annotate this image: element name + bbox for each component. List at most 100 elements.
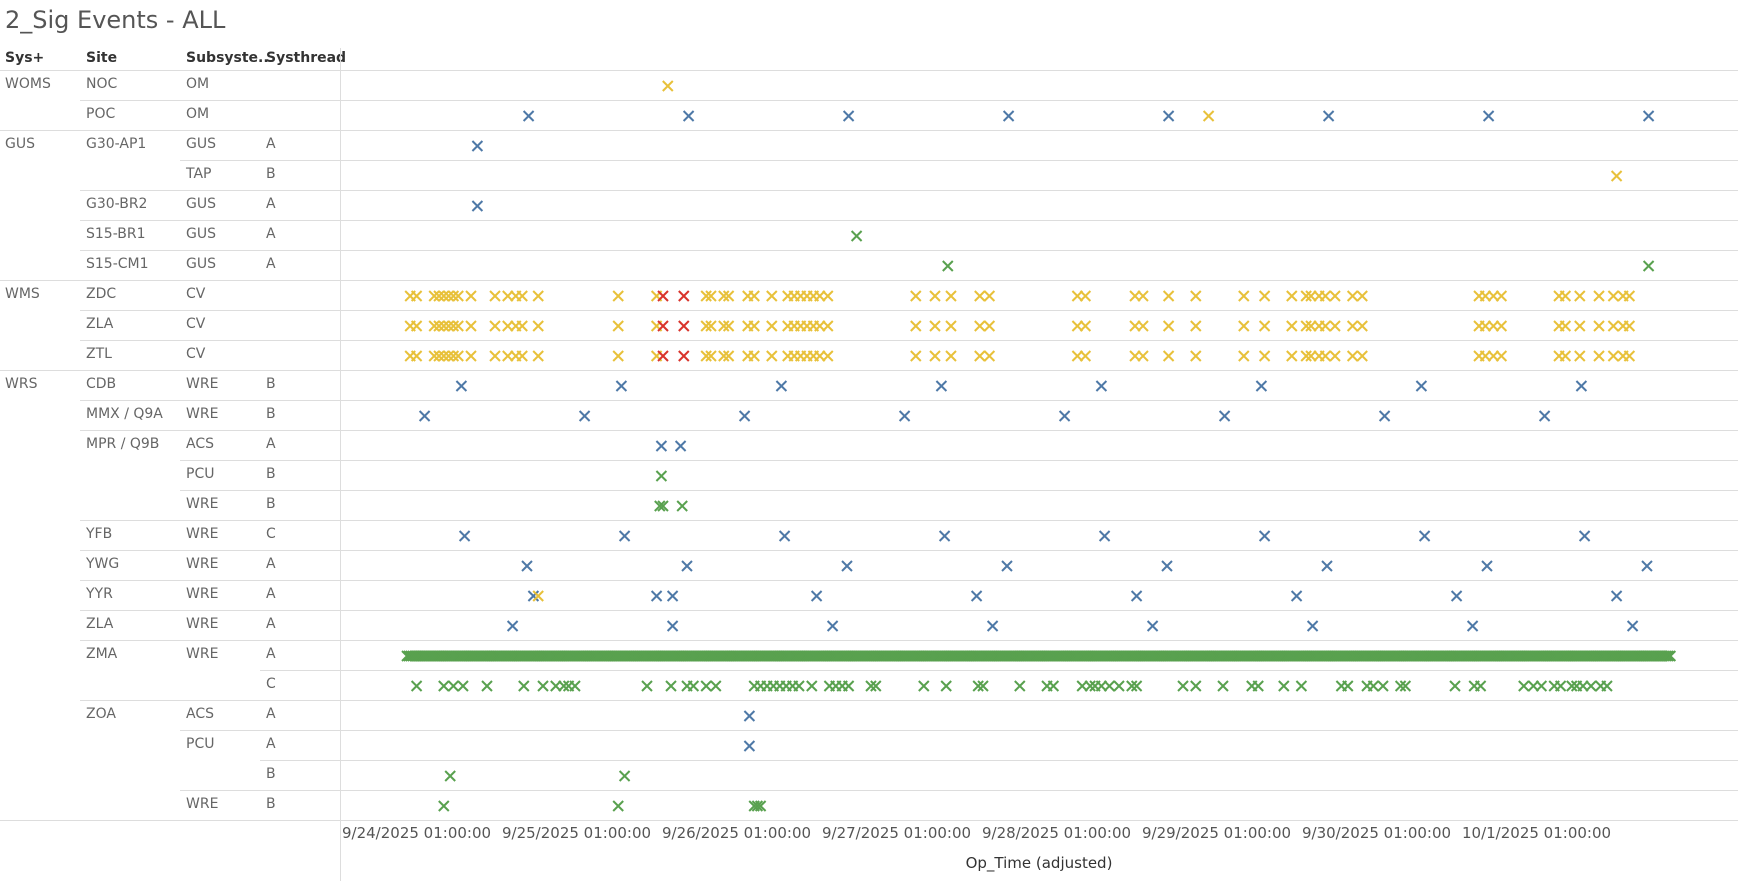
data-point[interactable] bbox=[766, 320, 778, 332]
data-point[interactable] bbox=[1047, 680, 1060, 692]
data-point[interactable] bbox=[929, 320, 941, 332]
data-point[interactable] bbox=[940, 680, 952, 692]
data-point[interactable] bbox=[850, 230, 863, 242]
data-point[interactable] bbox=[532, 290, 544, 302]
data-point[interactable] bbox=[1607, 290, 1620, 302]
data-point[interactable] bbox=[1238, 350, 1250, 362]
data-point[interactable] bbox=[1162, 290, 1175, 302]
data-point[interactable] bbox=[705, 320, 717, 332]
data-point[interactable] bbox=[682, 110, 695, 122]
data-point[interactable] bbox=[410, 680, 423, 692]
data-point[interactable] bbox=[1394, 680, 1407, 692]
data-point[interactable] bbox=[977, 680, 989, 692]
data-point[interactable] bbox=[1346, 350, 1359, 362]
data-point[interactable] bbox=[1623, 350, 1636, 362]
data-point[interactable] bbox=[1482, 110, 1495, 122]
data-point[interactable] bbox=[521, 560, 533, 572]
data-point[interactable] bbox=[718, 290, 730, 302]
data-point[interactable] bbox=[438, 800, 450, 812]
data-point[interactable] bbox=[986, 620, 999, 632]
data-point[interactable] bbox=[442, 290, 455, 302]
data-point[interactable] bbox=[1238, 320, 1250, 332]
data-point[interactable] bbox=[1575, 380, 1588, 392]
header-site[interactable]: Site bbox=[86, 50, 118, 66]
data-point[interactable] bbox=[1126, 680, 1138, 692]
data-point[interactable] bbox=[1321, 560, 1333, 572]
data-point[interactable] bbox=[1418, 530, 1431, 542]
data-point[interactable] bbox=[657, 350, 669, 362]
data-point[interactable] bbox=[457, 680, 469, 692]
data-point[interactable] bbox=[1001, 560, 1013, 572]
data-point[interactable] bbox=[1322, 110, 1335, 122]
data-point[interactable] bbox=[1495, 350, 1508, 362]
data-point[interactable] bbox=[1566, 680, 1578, 692]
data-point[interactable] bbox=[1137, 320, 1149, 332]
data-point[interactable] bbox=[1623, 320, 1636, 332]
data-point[interactable] bbox=[945, 290, 957, 302]
data-point[interactable] bbox=[410, 320, 423, 332]
data-point[interactable] bbox=[471, 200, 484, 212]
data-point[interactable] bbox=[676, 500, 688, 512]
data-point[interactable] bbox=[718, 320, 730, 332]
data-point[interactable] bbox=[1103, 680, 1116, 692]
data-point[interactable] bbox=[898, 410, 911, 422]
data-point[interactable] bbox=[1190, 290, 1202, 302]
data-point[interactable] bbox=[489, 320, 501, 332]
data-point[interactable] bbox=[1585, 680, 1597, 692]
data-point[interactable] bbox=[748, 350, 760, 362]
data-point[interactable] bbox=[655, 470, 668, 482]
data-point[interactable] bbox=[447, 290, 460, 302]
data-point[interactable] bbox=[1130, 590, 1143, 602]
data-point[interactable] bbox=[506, 620, 519, 632]
data-point[interactable] bbox=[1593, 320, 1605, 332]
data-point[interactable] bbox=[1610, 590, 1623, 602]
data-point[interactable] bbox=[1161, 560, 1173, 572]
data-point[interactable] bbox=[974, 320, 986, 332]
data-point[interactable] bbox=[569, 680, 581, 692]
data-point[interactable] bbox=[1162, 320, 1175, 332]
data-point[interactable] bbox=[1342, 680, 1354, 692]
data-point[interactable] bbox=[1258, 320, 1271, 332]
data-point[interactable] bbox=[1300, 320, 1312, 332]
data-point[interactable] bbox=[657, 290, 669, 302]
data-point[interactable] bbox=[822, 320, 834, 332]
data-point[interactable] bbox=[1252, 680, 1264, 692]
data-point[interactable] bbox=[465, 350, 477, 362]
data-point[interactable] bbox=[481, 680, 493, 692]
data-point[interactable] bbox=[618, 530, 631, 542]
data-point[interactable] bbox=[1399, 680, 1412, 692]
data-point[interactable] bbox=[532, 590, 544, 602]
data-point[interactable] bbox=[641, 680, 653, 692]
data-point[interactable] bbox=[1641, 560, 1653, 572]
data-point[interactable] bbox=[806, 680, 818, 692]
data-point[interactable] bbox=[516, 350, 528, 362]
data-point[interactable] bbox=[516, 320, 528, 332]
data-point[interactable] bbox=[910, 350, 922, 362]
data-point[interactable] bbox=[743, 740, 756, 752]
data-point[interactable] bbox=[438, 680, 450, 692]
data-point[interactable] bbox=[766, 350, 778, 362]
data-point[interactable] bbox=[455, 380, 468, 392]
data-point[interactable] bbox=[410, 290, 423, 302]
data-point[interactable] bbox=[700, 350, 712, 362]
data-point[interactable] bbox=[1238, 290, 1250, 302]
data-point[interactable] bbox=[1559, 320, 1572, 332]
data-point[interactable] bbox=[522, 110, 535, 122]
data-point[interactable] bbox=[1278, 680, 1290, 692]
data-point[interactable] bbox=[1660, 650, 1673, 662]
data-point[interactable] bbox=[681, 560, 693, 572]
data-point[interactable] bbox=[532, 350, 544, 362]
data-point[interactable] bbox=[1190, 350, 1202, 362]
data-point[interactable] bbox=[1098, 530, 1111, 542]
data-point[interactable] bbox=[910, 320, 922, 332]
data-point[interactable] bbox=[612, 320, 624, 332]
data-point[interactable] bbox=[1593, 350, 1605, 362]
data-point[interactable] bbox=[1162, 110, 1175, 122]
data-point[interactable] bbox=[918, 680, 930, 692]
data-point[interactable] bbox=[1623, 290, 1636, 302]
data-point[interactable] bbox=[612, 350, 624, 362]
data-point[interactable] bbox=[1190, 320, 1202, 332]
data-point[interactable] bbox=[1662, 650, 1675, 662]
data-point[interactable] bbox=[1286, 350, 1298, 362]
data-point[interactable] bbox=[1495, 290, 1508, 302]
